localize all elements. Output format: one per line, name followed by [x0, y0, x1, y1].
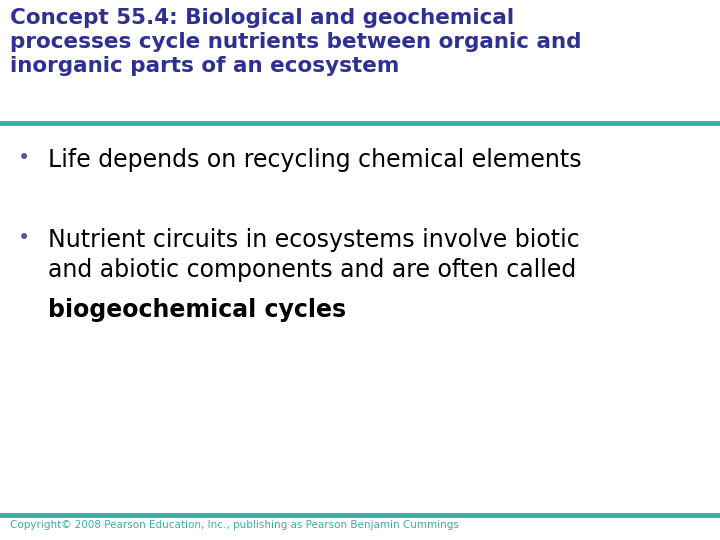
Text: biogeochemical cycles: biogeochemical cycles: [48, 298, 346, 322]
Text: Nutrient circuits in ecosystems involve biotic
and abiotic components and are of: Nutrient circuits in ecosystems involve …: [48, 228, 580, 282]
Text: Life depends on recycling chemical elements: Life depends on recycling chemical eleme…: [48, 148, 582, 172]
Text: •: •: [18, 228, 30, 248]
Text: Concept 55.4: Biological and geochemical
processes cycle nutrients between organ: Concept 55.4: Biological and geochemical…: [10, 8, 582, 76]
Text: Copyright© 2008 Pearson Education, Inc., publishing as Pearson Benjamin Cummings: Copyright© 2008 Pearson Education, Inc.,…: [10, 520, 459, 530]
Text: •: •: [18, 148, 30, 168]
